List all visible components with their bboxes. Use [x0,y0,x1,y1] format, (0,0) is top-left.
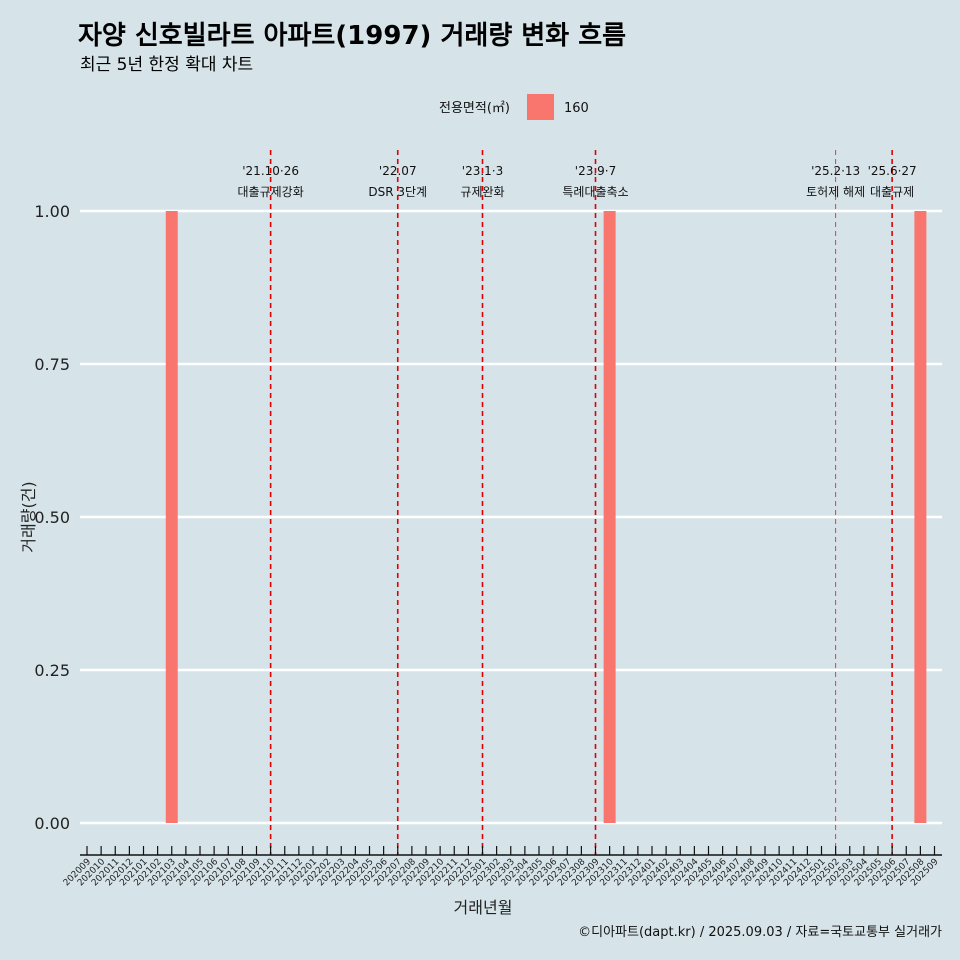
bar [914,211,927,823]
bars [165,211,927,823]
y-tick-label: 0.00 [34,814,70,833]
x-axis-title: 거래년월 [454,898,513,917]
y-ticks: 0.00 0.25 0.50 0.75 1.00 [34,202,70,833]
y-axis-title: 거래량(건) [19,481,38,552]
annotation-date: '25.2·13 [811,164,860,178]
y-tick-label: 0.75 [34,355,70,374]
bar [603,211,616,823]
annotation-date: '21.10·26 [242,164,299,178]
annotation-date: '25.6·27 [868,164,917,178]
legend-title: 전용면적(㎡) [439,101,510,116]
legend-swatch [527,94,554,120]
grid [80,209,942,825]
annotation-label: 대출규제강화 [238,185,304,199]
annotation-label: DSR 3단계 [368,185,427,199]
x-axis: 2020092020102020112020122021012021022021… [62,846,942,888]
annotation-label: 규제완화 [460,185,504,199]
bar [165,211,178,823]
legend-label: 160 [564,101,589,116]
legend: 전용면적(㎡) 160 [439,94,589,120]
annotation-label: 토허제 해제 [806,185,865,199]
annotation-label: 특례대출축소 [562,185,628,199]
chart-subtitle: 최근 5년 한정 확대 차트 [80,55,253,75]
y-tick-label: 0.25 [34,661,70,680]
annotation-date: '22.07 [379,164,417,178]
y-tick-label: 1.00 [34,202,70,221]
annotation-date: '23.1·3 [462,164,503,178]
caption: ©디아파트(dapt.kr) / 2025.09.03 / 자료=국토교통부 실… [578,925,942,940]
annotation-label: 대출규제 [870,185,914,199]
annotation-date: '23.9·7 [575,164,616,178]
chart-title: 자양 신호빌라트 아파트(1997) 거래량 변화 흐름 [78,21,626,51]
y-tick-label: 0.50 [34,508,70,527]
annotations: '21.10·26 대출규제강화 '22.07 DSR 3단계 '23.1·3 규제완화 '… [238,150,917,855]
